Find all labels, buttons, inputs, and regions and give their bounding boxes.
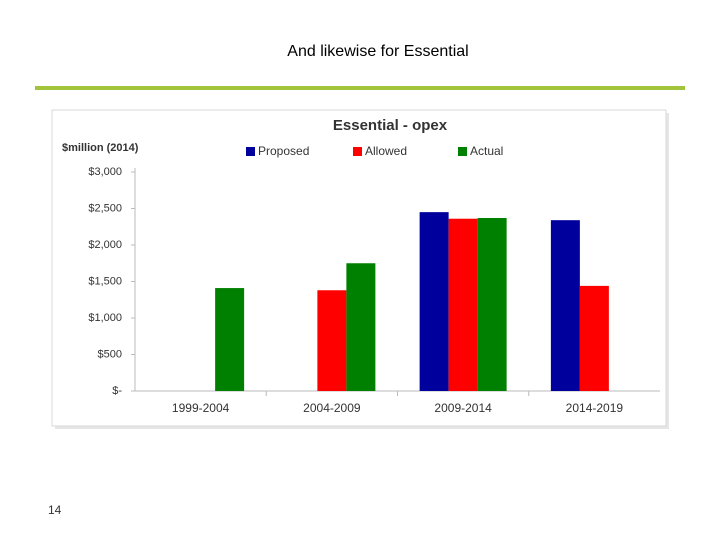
bar [317,290,347,391]
y-tick-label: $1,000 [88,312,122,324]
x-tick-label: 2009-2014 [434,401,492,415]
chart-title: Essential - opex [333,117,448,134]
legend-swatch [353,147,362,156]
bar [215,288,245,391]
bar [579,285,609,391]
y-tick-label: $3,000 [88,166,122,178]
x-tick-label: 2004-2009 [303,401,361,415]
y-tick-label: $- [112,385,122,397]
y-axis-label: $million (2014) [62,142,139,154]
legend-label: Actual [470,144,503,158]
bar [346,263,376,391]
bar [477,217,507,391]
bar [550,220,580,391]
legend-swatch [246,147,255,156]
legend-label: Allowed [365,144,407,158]
bar [419,212,449,391]
bar [448,218,478,391]
x-tick-label: 2014-2019 [566,401,624,415]
legend-swatch [458,147,467,156]
page-number: 14 [48,503,62,517]
y-tick-label: $2,500 [88,202,122,214]
y-tick-label: $500 [98,348,122,360]
legend-label: Proposed [258,144,309,158]
slide-title: And likewise for Essential [287,43,468,60]
y-tick-label: $1,500 [88,275,122,287]
x-tick-label: 1999-2004 [172,401,230,415]
y-tick-label: $2,000 [88,239,122,251]
